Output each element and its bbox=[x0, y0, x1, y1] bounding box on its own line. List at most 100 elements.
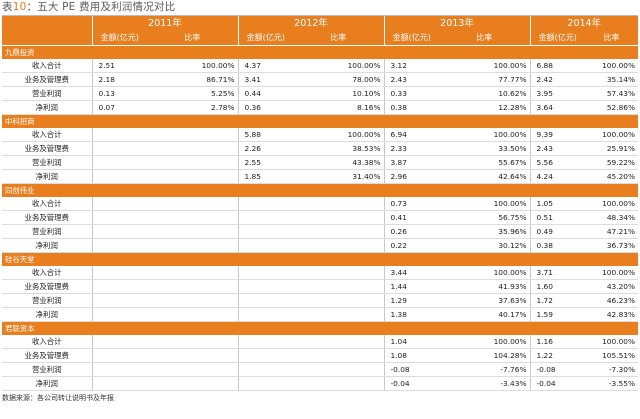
amount-cell: 0.36 bbox=[237, 100, 293, 115]
caption-number: 10 bbox=[12, 1, 27, 13]
section-title: 君联资本 bbox=[2, 321, 638, 335]
ratio-cell: 43.38% bbox=[293, 155, 384, 170]
table-row: 业务及管理费 2.26 38.53% 2.33 33.50% 2.43 25.91% bbox=[2, 141, 638, 156]
corner-cell-2 bbox=[2, 31, 92, 46]
ratio-cell: 100.00% bbox=[439, 266, 530, 280]
row-label: 净利润 bbox=[2, 169, 92, 184]
year-header-2011: 2011年 bbox=[91, 16, 238, 31]
ratio-cell bbox=[147, 376, 238, 391]
amount-header: 金额(亿元) bbox=[237, 31, 293, 46]
table-row: 收入合计 3.44 100.00% 3.71 100.00% bbox=[2, 266, 638, 280]
amount-cell: 3.41 bbox=[237, 72, 293, 87]
ratio-cell bbox=[293, 266, 384, 280]
row-label: 收入合计 bbox=[2, 197, 92, 211]
year-header-2012: 2012年 bbox=[237, 16, 384, 31]
amount-cell bbox=[237, 210, 293, 225]
amount-cell: 0.41 bbox=[383, 210, 439, 225]
ratio-cell bbox=[293, 210, 384, 225]
ratio-cell bbox=[293, 238, 384, 253]
amount-cell: 1.85 bbox=[237, 169, 293, 184]
amount-cell: 2.55 bbox=[237, 155, 293, 170]
ratio-cell bbox=[147, 224, 238, 239]
amount-cell: 4.37 bbox=[237, 59, 293, 73]
ratio-cell bbox=[293, 293, 384, 308]
amount-cell: 1.29 bbox=[383, 293, 439, 308]
ratio-cell: 33.50% bbox=[439, 141, 530, 156]
amount-cell bbox=[237, 335, 293, 349]
amount-cell: 1.22 bbox=[529, 348, 585, 363]
row-label: 业务及管理费 bbox=[2, 72, 92, 87]
ratio-cell bbox=[293, 307, 384, 322]
table-row: 业务及管理费 2.18 86.71% 3.41 78.00% 2.43 77.77% 2.42… bbox=[2, 72, 638, 87]
ratio-cell: 100.00% bbox=[293, 59, 384, 73]
ratio-header: 比率 bbox=[585, 31, 638, 46]
section-title: 中科招商 bbox=[2, 114, 638, 128]
ratio-cell: 37.63% bbox=[439, 293, 530, 308]
amount-cell: 1.60 bbox=[529, 279, 585, 294]
section-row: 九鼎投资 bbox=[2, 45, 638, 59]
amount-cell bbox=[237, 348, 293, 363]
caption-title: ：五大 PE 费用及利润情况对比 bbox=[26, 1, 176, 13]
amount-cell: 1.08 bbox=[383, 348, 439, 363]
row-label: 业务及管理费 bbox=[2, 141, 92, 156]
amount-cell: 1.16 bbox=[529, 335, 585, 349]
table-row: 业务及管理费 0.41 56.75% 0.51 48.34% bbox=[2, 210, 638, 225]
section-row: 君联资本 bbox=[2, 321, 638, 335]
amount-cell: 0.38 bbox=[529, 238, 585, 253]
amount-cell: 2.42 bbox=[529, 72, 585, 87]
ratio-cell: -3.55% bbox=[585, 376, 638, 391]
section-row: 中科招商 bbox=[2, 114, 638, 128]
ratio-cell: 40.17% bbox=[439, 307, 530, 322]
ratio-cell: 100.00% bbox=[585, 335, 638, 349]
year-header-row: 2011年 2012年 2013年 2014年 bbox=[2, 16, 638, 31]
amount-cell bbox=[91, 348, 147, 363]
ratio-cell bbox=[293, 348, 384, 363]
amount-cell: 5.88 bbox=[237, 128, 293, 142]
ratio-cell: 100.00% bbox=[293, 128, 384, 142]
row-label: 业务及管理费 bbox=[2, 348, 92, 363]
pe-comparison-table: 2011年 2012年 2013年 2014年 金额(亿元) 比率 金额(亿元)… bbox=[2, 16, 638, 391]
ratio-cell bbox=[147, 307, 238, 322]
amount-cell bbox=[91, 224, 147, 239]
ratio-cell: 100.00% bbox=[585, 59, 638, 73]
ratio-cell: 46.23% bbox=[585, 293, 638, 308]
table-row: 业务及管理费 1.44 41.93% 1.60 43.20% bbox=[2, 279, 638, 294]
table-row: 营业利润 0.13 5.25% 0.44 10.10% 0.33 10.62% 3.95 57.… bbox=[2, 86, 638, 101]
amount-cell bbox=[91, 210, 147, 225]
amount-cell bbox=[237, 238, 293, 253]
amount-header: 金额(亿元) bbox=[529, 31, 585, 46]
row-label: 收入合计 bbox=[2, 335, 92, 349]
ratio-cell: 100.00% bbox=[439, 335, 530, 349]
ratio-cell: 48.34% bbox=[585, 210, 638, 225]
amount-cell: 1.72 bbox=[529, 293, 585, 308]
row-label: 净利润 bbox=[2, 307, 92, 322]
amount-cell: 3.44 bbox=[383, 266, 439, 280]
amount-cell: 2.26 bbox=[237, 141, 293, 156]
ratio-cell: 30.12% bbox=[439, 238, 530, 253]
ratio-cell: 36.73% bbox=[585, 238, 638, 253]
ratio-cell bbox=[147, 238, 238, 253]
amount-cell: 1.59 bbox=[529, 307, 585, 322]
ratio-cell: 35.96% bbox=[439, 224, 530, 239]
amount-cell: 1.38 bbox=[383, 307, 439, 322]
amount-cell: 2.18 bbox=[91, 72, 147, 87]
amount-cell bbox=[237, 307, 293, 322]
amount-cell bbox=[91, 293, 147, 308]
amount-cell: 2.43 bbox=[383, 72, 439, 87]
row-label: 业务及管理费 bbox=[2, 279, 92, 294]
amount-cell: 0.22 bbox=[383, 238, 439, 253]
amount-cell bbox=[237, 293, 293, 308]
ratio-cell bbox=[293, 279, 384, 294]
row-label: 业务及管理费 bbox=[2, 210, 92, 225]
ratio-cell: 47.21% bbox=[585, 224, 638, 239]
amount-header: 金额(亿元) bbox=[91, 31, 147, 46]
amount-cell: 0.73 bbox=[383, 197, 439, 211]
column-header-row: 金额(亿元) 比率 金额(亿元) 比率 金额(亿元) 比率 金额(亿元) 比率 bbox=[2, 31, 638, 46]
amount-cell: 6.88 bbox=[529, 59, 585, 73]
ratio-cell: 100.00% bbox=[147, 59, 238, 73]
row-label: 营业利润 bbox=[2, 224, 92, 239]
amount-cell: 6.94 bbox=[383, 128, 439, 142]
ratio-cell: 25.91% bbox=[585, 141, 638, 156]
year-header-2013: 2013年 bbox=[383, 16, 530, 31]
amount-cell: 3.12 bbox=[383, 59, 439, 73]
